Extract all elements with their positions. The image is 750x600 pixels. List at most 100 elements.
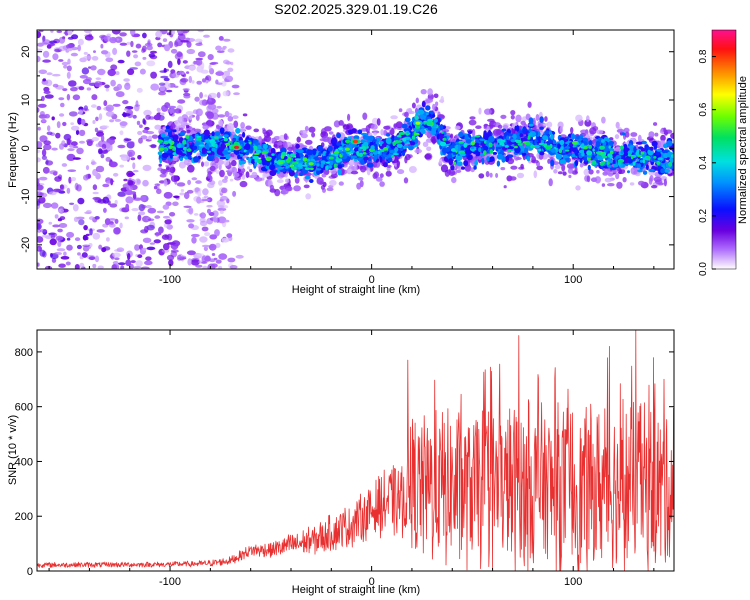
spectrogram-ridge-blob bbox=[328, 159, 334, 166]
spectrogram-bright-blob bbox=[229, 144, 233, 150]
spectrogram-noise-blob bbox=[126, 41, 131, 45]
spectrogram-noise-blob bbox=[66, 138, 71, 146]
spectrogram-halo-blob bbox=[451, 177, 457, 184]
spectrogram-halo-blob bbox=[615, 172, 620, 180]
spectrogram-ridge-blob bbox=[476, 150, 481, 157]
spectrogram-noise-blob bbox=[221, 237, 230, 243]
spectrogram-noise-blob bbox=[58, 208, 65, 213]
spectrogram-halo-blob bbox=[521, 116, 527, 122]
spectrogram-noise-blob bbox=[127, 253, 131, 260]
spectrogram-bright-blob bbox=[204, 139, 209, 142]
spectrogram-noise-blob bbox=[60, 102, 65, 108]
spectrogram-noise-blob bbox=[51, 258, 57, 263]
spectrogram-noise-blob bbox=[199, 220, 208, 227]
colorbar-tick-label: 0.4 bbox=[698, 155, 709, 169]
spectrogram-frame bbox=[36, 29, 675, 270]
spectrogram-noise-blob bbox=[162, 215, 171, 219]
spectrogram-noise-blob bbox=[48, 221, 53, 225]
spectrogram-bright-blob bbox=[413, 132, 420, 136]
spectrogram-noise-blob bbox=[235, 254, 244, 259]
spectrogram-noise-blob bbox=[95, 165, 105, 173]
spectrogram-halo-blob bbox=[396, 160, 400, 169]
spectrogram-ridge-blob bbox=[404, 144, 409, 149]
spectrogram-noise-blob bbox=[148, 135, 153, 140]
spectrogram-halo-blob bbox=[294, 177, 300, 184]
spectrogram-noise-blob bbox=[37, 107, 40, 113]
spectrogram-halo-blob bbox=[283, 140, 288, 149]
spectrogram-halo-blob bbox=[663, 178, 668, 187]
spectrogram-halo-blob bbox=[356, 182, 362, 190]
spectrogram-halo-blob bbox=[487, 118, 495, 122]
spectrogram-bright-blob bbox=[414, 115, 419, 120]
spectrogram-halo-blob bbox=[586, 115, 590, 122]
spectrogram-noise-blob bbox=[191, 236, 197, 244]
spectrogram-noise-blob bbox=[70, 87, 78, 92]
spectrogram-noise-blob bbox=[221, 178, 228, 183]
spectrogram-noise-blob bbox=[37, 223, 42, 230]
spectrogram-noise-blob bbox=[186, 250, 196, 256]
spectrogram-halo-blob bbox=[209, 165, 216, 172]
spectrogram-bright-blob bbox=[406, 131, 410, 134]
colorbar-ticks: 0.0 0.2 0.4 0.6 0.8 bbox=[698, 49, 716, 276]
spectrogram-noise-blob bbox=[136, 179, 141, 184]
spectrogram-y-tick-label: -20 bbox=[20, 237, 32, 253]
spectrogram-ridge-blob bbox=[337, 164, 343, 169]
spectrogram-ridge-blob bbox=[627, 170, 630, 174]
spectrogram-noise-blob bbox=[67, 169, 77, 172]
spectrogram-bright-blob bbox=[489, 149, 493, 154]
spectrogram-noise-blob bbox=[222, 90, 229, 97]
spectrogram-ridge-blob bbox=[223, 134, 229, 138]
spectrogram-noise-blob bbox=[147, 218, 155, 222]
spectrogram-ridge-blob bbox=[295, 143, 300, 149]
spectrogram-ridge-blob bbox=[376, 137, 381, 142]
spectrogram-noise-blob bbox=[188, 207, 194, 215]
spectrogram-noise-blob bbox=[154, 124, 162, 130]
spectrogram-noise-blob bbox=[44, 113, 50, 119]
spectrogram-noise-blob bbox=[43, 144, 52, 151]
spectrogram-halo-blob bbox=[404, 111, 409, 118]
spectrogram-noise-blob bbox=[177, 99, 186, 104]
spectrogram-noise-blob bbox=[199, 236, 208, 243]
spectrogram-y-tick-label: 10 bbox=[20, 94, 32, 106]
spectrogram-ridge-blob bbox=[203, 129, 210, 137]
spectrogram-noise-blob bbox=[147, 207, 157, 214]
spectrogram-noise-blob bbox=[110, 79, 116, 87]
spectrogram-noise-blob bbox=[188, 223, 195, 229]
spectrogram-noise-blob bbox=[177, 30, 183, 34]
spectrogram-bright-blob bbox=[280, 154, 285, 159]
spectrogram-noise-blob bbox=[112, 252, 121, 258]
spectrogram-noise-blob bbox=[77, 197, 85, 205]
spectrogram-noise-blob bbox=[66, 187, 71, 194]
spectrogram-halo-blob bbox=[199, 109, 203, 114]
spectrogram-ridge-blob bbox=[603, 136, 610, 142]
spectrogram-noise-blob bbox=[180, 30, 190, 34]
snr-y-tick-label: 400 bbox=[15, 456, 33, 468]
spectrogram-halo-blob bbox=[187, 164, 195, 173]
spectrogram-ridge-blob bbox=[620, 148, 625, 155]
spectrogram-noise-blob bbox=[130, 157, 136, 161]
colorbar-tick-label: 0.0 bbox=[698, 262, 709, 276]
spectrogram-halo-blob bbox=[350, 170, 359, 175]
spectrogram-noise-blob bbox=[209, 234, 218, 240]
spectrogram-halo-blob bbox=[651, 185, 658, 189]
spectrogram-halo-blob bbox=[503, 185, 507, 189]
spectrogram-noise-blob bbox=[78, 109, 83, 115]
spectrogram-ridge-blob bbox=[588, 140, 593, 146]
spectrogram-noise-blob bbox=[98, 244, 103, 250]
spectrogram-noise-blob bbox=[146, 224, 155, 231]
spectrogram-noise-blob bbox=[120, 154, 130, 162]
spectrogram-noise-blob bbox=[231, 84, 240, 89]
spectrogram-bright-blob bbox=[474, 135, 481, 138]
spectrogram-noise-blob bbox=[160, 112, 165, 116]
spectrogram-ridge-blob bbox=[193, 156, 199, 163]
spectrogram-halo-blob bbox=[370, 124, 378, 130]
spectrogram-ridge-blob bbox=[548, 139, 553, 144]
spectrogram-noise-blob bbox=[224, 219, 230, 223]
spectrogram-halo-blob bbox=[304, 125, 309, 132]
spectrogram-bright-blob bbox=[534, 144, 540, 149]
spectrogram-halo-blob bbox=[242, 113, 248, 117]
spectrogram-halo-blob bbox=[448, 169, 456, 177]
spectrogram-noise-blob bbox=[182, 60, 188, 64]
spectrogram-ridge-blob bbox=[663, 143, 668, 149]
